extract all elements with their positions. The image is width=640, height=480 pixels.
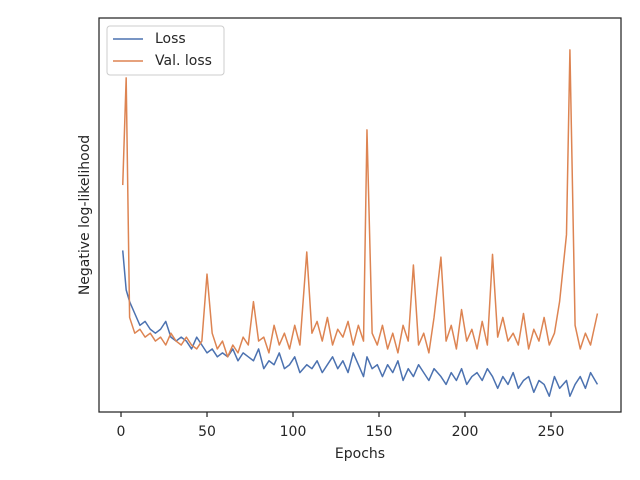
x-tick-label: 100 xyxy=(280,424,307,440)
x-axis-label: Epochs xyxy=(335,446,385,462)
line xyxy=(121,49,599,358)
x-tick-label: 150 xyxy=(366,424,393,440)
x-tick-label: 200 xyxy=(452,424,479,440)
plot-frame xyxy=(98,17,622,413)
legend-label: Loss xyxy=(155,31,186,47)
x-tick-label: 50 xyxy=(198,424,216,440)
line xyxy=(121,250,599,397)
legend-label: Val. loss xyxy=(155,53,212,69)
x-tick-label: 0 xyxy=(117,424,126,440)
y-axis-label: Negative log-likelihood xyxy=(77,135,93,295)
x-tick-label: 250 xyxy=(538,424,565,440)
